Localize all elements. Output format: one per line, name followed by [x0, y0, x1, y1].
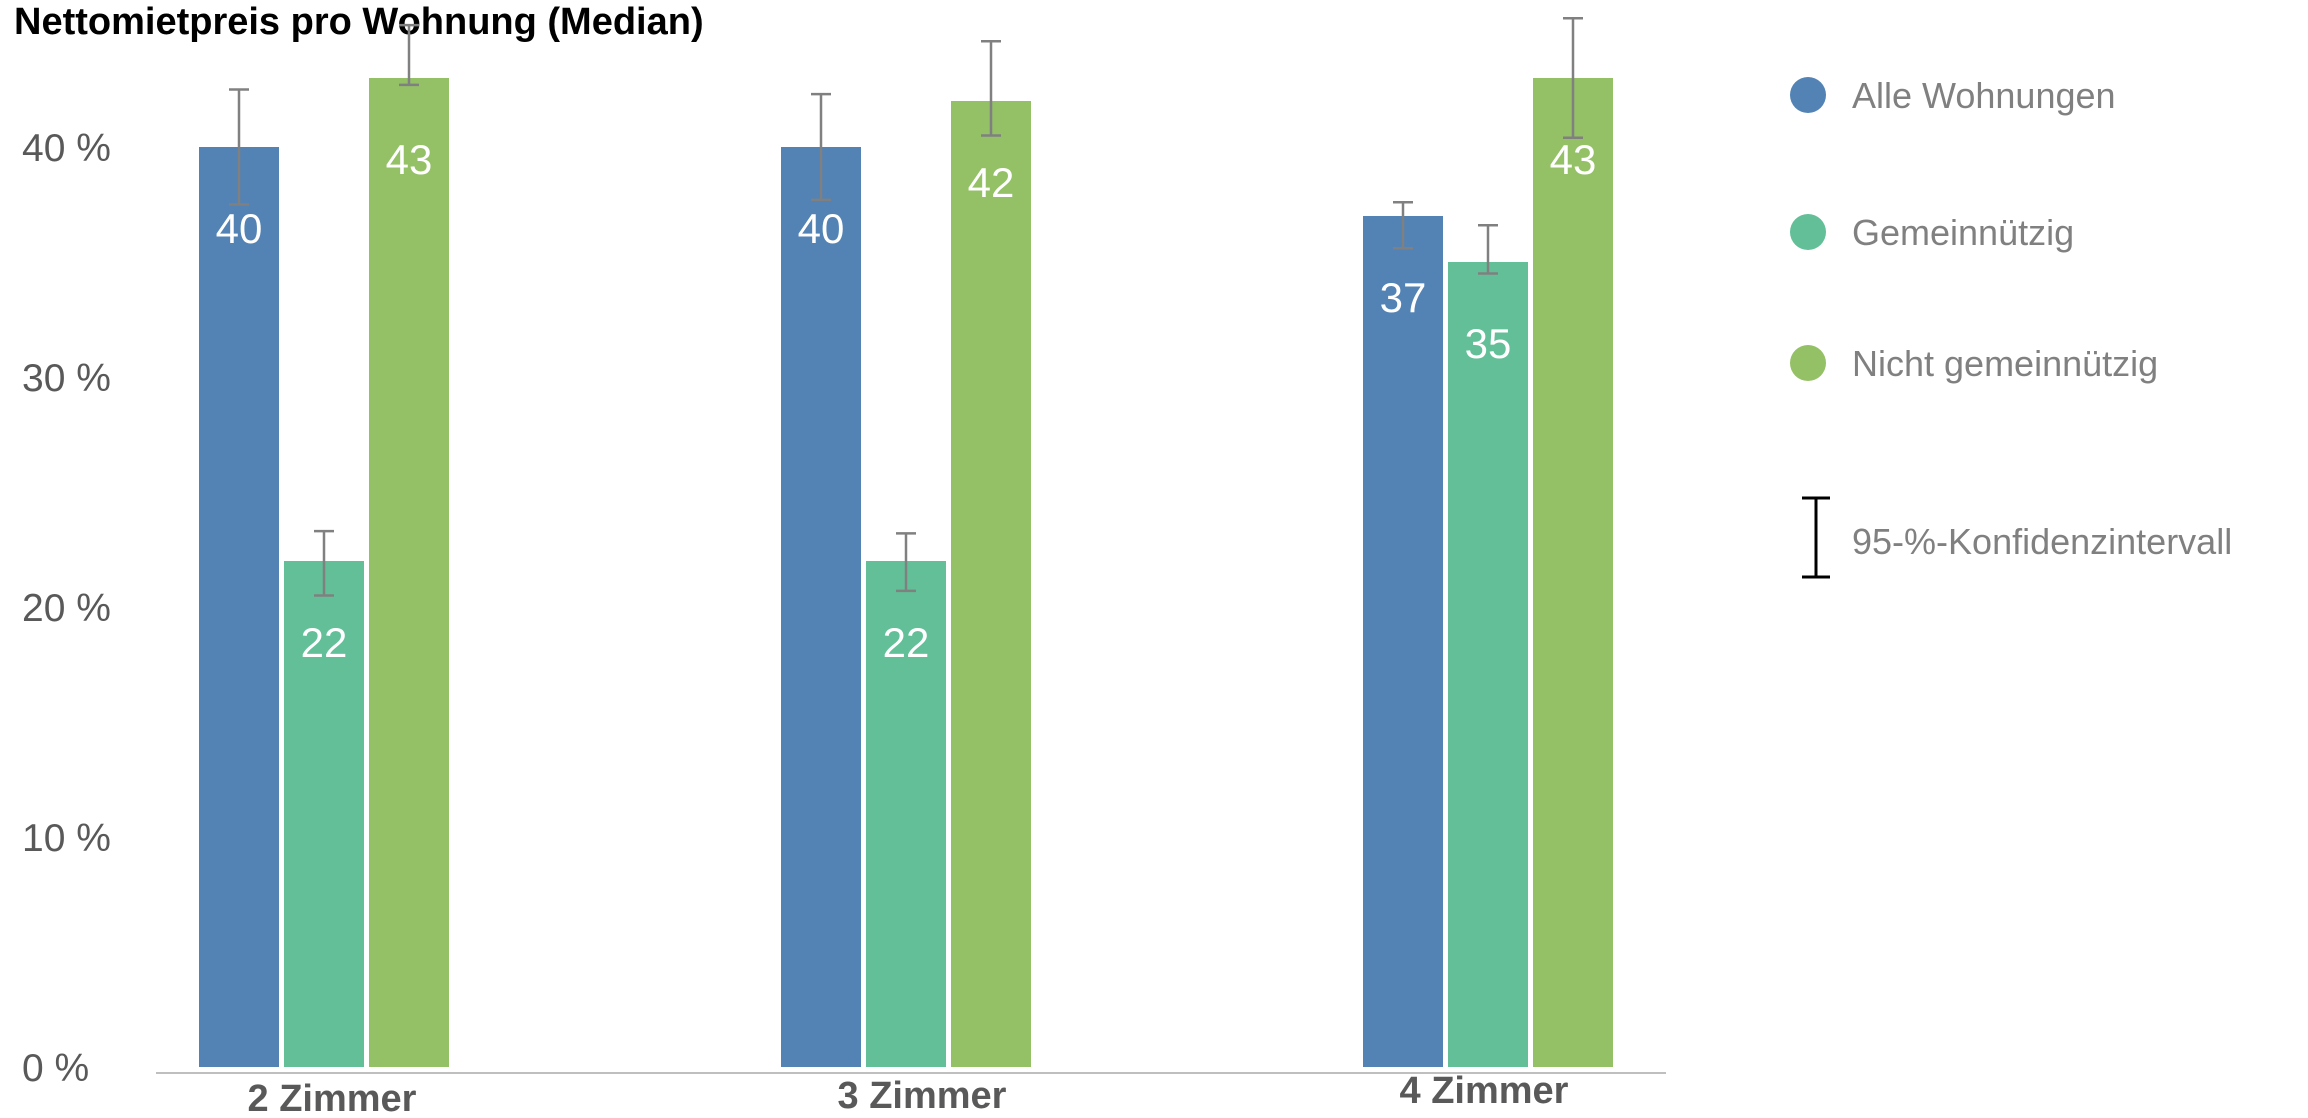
- data-label: 40: [216, 205, 263, 252]
- chart-title: Nettomietpreis pro Wohnung (Median): [14, 1, 704, 43]
- data-label: 22: [883, 619, 930, 666]
- legend-marker: [1790, 345, 1826, 381]
- legend: Alle Wohnungen Gemeinnützig Nicht gemeinnü…: [1790, 75, 2232, 579]
- ci-legend-label: 95-%-Konfidenzintervall: [1852, 521, 2232, 562]
- legend-marker: [1790, 77, 1826, 113]
- legend-label: Alle Wohnungen: [1852, 75, 2116, 116]
- bars-group: [199, 78, 1613, 1067]
- bar: [866, 561, 946, 1067]
- bar: [1448, 262, 1528, 1067]
- bar: [369, 78, 449, 1067]
- bar: [951, 101, 1031, 1067]
- legend-label: Nicht gemeinnützig: [1852, 343, 2158, 384]
- legend-label: Gemeinnützig: [1852, 212, 2074, 253]
- error-bars-group: [229, 16, 1583, 597]
- legend-marker: [1790, 214, 1826, 250]
- y-tick-label: 40 %: [22, 127, 111, 170]
- bar: [199, 147, 279, 1067]
- data-label: 42: [968, 159, 1015, 206]
- data-label: 43: [1550, 136, 1597, 183]
- y-axis: 0 % 10 % 20 % 30 % 40 %: [22, 127, 111, 1090]
- x-category-label: 4 Zimmer: [1400, 1070, 1569, 1112]
- data-label: 40: [798, 205, 845, 252]
- bar: [1363, 216, 1443, 1067]
- y-tick-label: 0 %: [22, 1047, 89, 1090]
- y-tick-label: 10 %: [22, 817, 111, 860]
- x-axis: 2 Zimmer 3 Zimmer 4 Zimmer: [248, 1070, 1569, 1118]
- data-label: 37: [1380, 274, 1427, 321]
- data-label: 35: [1465, 320, 1512, 367]
- bar: [284, 561, 364, 1067]
- data-label: 43: [386, 136, 433, 183]
- y-tick-label: 20 %: [22, 587, 111, 630]
- data-labels-group: 40 22 43 40 22 42 37 35 43: [216, 136, 1597, 666]
- x-category-label: 3 Zimmer: [838, 1075, 1007, 1117]
- y-tick-label: 30 %: [22, 357, 111, 400]
- data-label: 22: [301, 619, 348, 666]
- bar: [1533, 78, 1613, 1067]
- bar: [781, 147, 861, 1067]
- x-category-label: 2 Zimmer: [248, 1078, 417, 1118]
